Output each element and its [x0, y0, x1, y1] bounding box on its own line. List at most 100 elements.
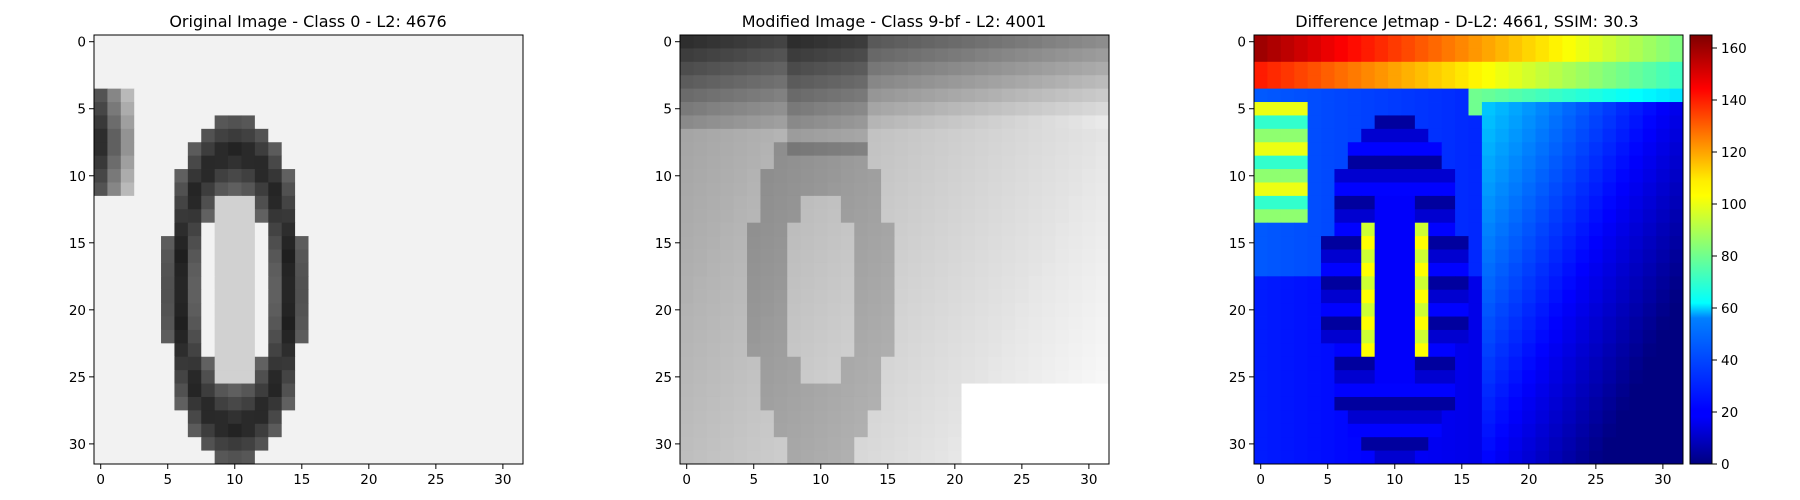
heatmap-cell	[442, 61, 457, 76]
heatmap-cell	[894, 249, 909, 264]
heatmap-cell	[1254, 102, 1268, 116]
heatmap-cell	[1028, 356, 1043, 371]
heatmap-cell	[1347, 209, 1362, 224]
heatmap-cell	[1321, 329, 1335, 344]
heatmap-cell	[415, 155, 430, 170]
heatmap-cell	[787, 236, 802, 250]
heatmap-cell	[894, 75, 909, 90]
heatmap-cell	[974, 75, 989, 90]
heatmap-cell	[747, 128, 761, 143]
heatmap-cell	[894, 437, 909, 451]
heatmap-cell	[1495, 182, 1510, 197]
heatmap-cell	[1307, 343, 1322, 358]
heatmap-cell	[455, 343, 470, 358]
heatmap-cell	[187, 61, 202, 76]
heatmap-cell	[1015, 343, 1029, 358]
heatmap-cell	[1548, 155, 1563, 170]
heatmap-cell	[760, 289, 775, 304]
heatmap-cell	[894, 222, 909, 237]
heatmap-cell	[733, 423, 748, 438]
x-tick-label: 30	[1080, 472, 1097, 488]
heatmap-cell	[934, 75, 949, 90]
heatmap-cell	[161, 61, 175, 76]
heatmap-cell	[254, 370, 269, 384]
modified-image-frame	[679, 34, 1110, 465]
heatmap-cell	[509, 249, 524, 264]
heatmap-cell	[706, 182, 721, 197]
heatmap-cell	[496, 329, 510, 344]
heatmap-cell	[1068, 450, 1083, 465]
heatmap-cell	[867, 195, 882, 210]
heatmap-cell	[1267, 142, 1282, 157]
heatmap-cell	[1495, 75, 1510, 90]
heatmap-cell	[107, 75, 122, 90]
heatmap-cell	[415, 303, 430, 317]
heatmap-cell	[974, 276, 989, 291]
heatmap-cell	[1095, 236, 1110, 250]
heatmap-cell	[1068, 128, 1083, 143]
heatmap-cell	[321, 289, 336, 304]
heatmap-cell	[854, 383, 869, 398]
heatmap-cell	[921, 142, 936, 157]
heatmap-cell	[1669, 75, 1684, 90]
heatmap-cell	[241, 423, 256, 438]
heatmap-cell	[228, 115, 242, 130]
heatmap-cell	[321, 423, 336, 438]
heatmap-cell	[496, 155, 510, 170]
heatmap-cell	[747, 35, 761, 49]
heatmap-cell	[482, 289, 497, 304]
heatmap-cell	[840, 155, 855, 170]
heatmap-cell	[1307, 128, 1322, 143]
heatmap-cell	[948, 61, 962, 76]
heatmap-cell	[1347, 182, 1362, 197]
heatmap-cell	[1455, 249, 1469, 264]
heatmap-cell	[1495, 88, 1510, 103]
heatmap-cell	[1602, 128, 1617, 143]
heatmap-cell	[388, 276, 403, 291]
heatmap-cell	[1629, 316, 1644, 331]
heatmap-cell	[1575, 410, 1590, 425]
heatmap-cell	[281, 128, 296, 143]
heatmap-cell	[455, 115, 470, 130]
heatmap-cell	[1267, 48, 1282, 63]
heatmap-cell	[429, 423, 443, 438]
heatmap-cell	[693, 249, 708, 264]
heatmap-cell	[388, 209, 403, 224]
heatmap-cell	[107, 450, 122, 465]
heatmap-cell	[1028, 410, 1043, 425]
heatmap-cell	[680, 169, 694, 183]
heatmap-cell	[907, 35, 922, 49]
heatmap-cell	[1321, 356, 1335, 371]
heatmap-cell	[1374, 222, 1389, 237]
heatmap-cell	[254, 222, 269, 237]
heatmap-cell	[1602, 383, 1617, 398]
heatmap-cell	[94, 115, 108, 130]
heatmap-cell	[1468, 343, 1483, 358]
heatmap-cell	[934, 48, 949, 63]
heatmap-cell	[1334, 75, 1349, 90]
heatmap-cell	[1041, 423, 1056, 438]
heatmap-cell	[429, 115, 443, 130]
heatmap-cell	[1508, 142, 1523, 157]
heatmap-cell	[1495, 450, 1510, 465]
heatmap-cell	[214, 303, 229, 317]
heatmap-cell	[321, 182, 336, 197]
heatmap-cell	[814, 383, 828, 398]
heatmap-cell	[1028, 128, 1043, 143]
heatmap-cell	[720, 316, 735, 331]
heatmap-cell	[747, 169, 761, 183]
heatmap-cell	[1414, 437, 1429, 451]
heatmap-cell	[1361, 316, 1376, 331]
heatmap-cell	[948, 102, 962, 116]
heatmap-cell	[894, 410, 909, 425]
heatmap-cell	[362, 262, 376, 277]
heatmap-cell	[469, 316, 484, 331]
heatmap-cell	[375, 142, 390, 157]
heatmap-cell	[1562, 169, 1577, 183]
heatmap-cell	[1374, 410, 1389, 425]
heatmap-cell	[854, 48, 869, 63]
heatmap-cell	[773, 35, 788, 49]
heatmap-cell	[174, 410, 189, 425]
heatmap-cell	[1388, 289, 1402, 304]
heatmap-cell	[1267, 262, 1282, 277]
